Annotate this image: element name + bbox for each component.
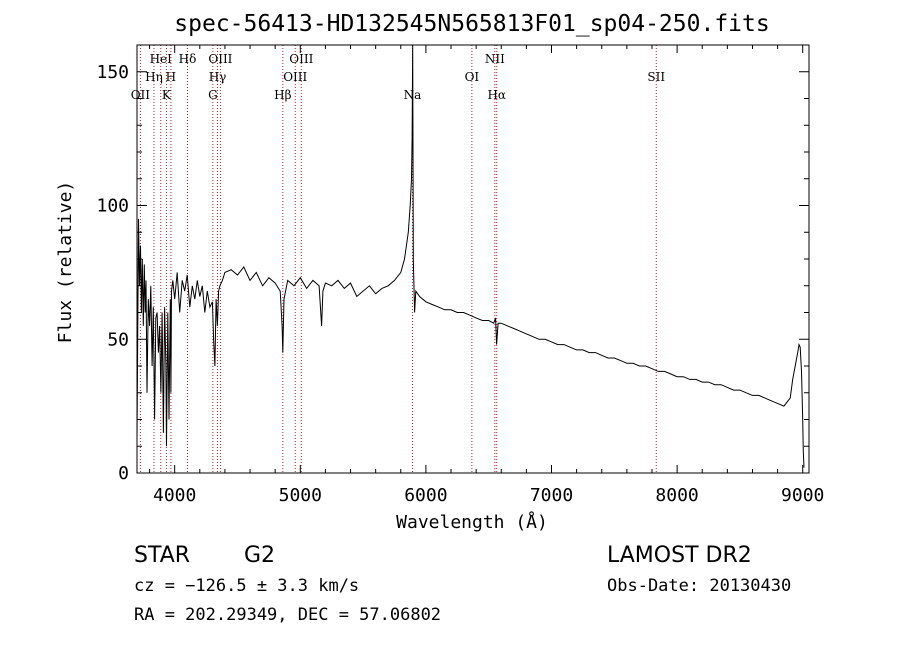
emission-line-label: Hδ (179, 52, 197, 66)
x-tick-label: 8000 (655, 485, 698, 506)
y-tick-label: 100 (96, 196, 129, 217)
emission-line-label: NII (485, 52, 505, 66)
y-axis-label: Flux (relative) (55, 181, 76, 344)
obs-date-text: Obs-Date: 20130430 (607, 576, 791, 596)
plot-frame (136, 44, 810, 474)
emission-line-label: OI (465, 70, 480, 84)
emission-line-label: K (162, 88, 172, 102)
x-tick-label: 6000 (404, 485, 447, 506)
survey-name: LAMOST DR2 (607, 543, 752, 568)
emission-line-label: HeI (150, 52, 173, 66)
chart-title: spec-56413-HD132545N565813F01_sp04-250.f… (174, 11, 769, 37)
emission-line-label: OIII (289, 52, 313, 66)
x-tick-label: 7000 (530, 485, 573, 506)
emission-line-label: H (166, 70, 176, 84)
emission-line-label: Hγ (209, 70, 227, 84)
x-axis-ticks: 4000 5000 6000 7000 8000 9000 (149, 45, 824, 506)
emission-line-label: SII (647, 70, 665, 84)
x-tick-label: 5000 (279, 485, 322, 506)
emission-line-label: Hα (487, 88, 506, 102)
coordinates-text: RA = 202.29349, DEC = 57.06802 (134, 605, 441, 625)
emission-line-label: Hβ (274, 88, 291, 102)
y-axis-ticks: 0 50 100 150 (96, 62, 809, 484)
object-class: STAR (134, 543, 190, 568)
emission-line-label: G (208, 88, 218, 102)
emission-line-label: OIII (208, 52, 232, 66)
emission-line-label: OII (131, 88, 151, 102)
y-tick-label: 50 (107, 329, 129, 350)
x-tick-label: 4000 (153, 485, 196, 506)
spectrum-series-line (136, 44, 805, 468)
emission-line-markers (139, 45, 657, 473)
x-axis-label: Wavelength (Å) (396, 511, 548, 533)
object-subclass: G2 (244, 543, 275, 568)
x-tick-label: 9000 (781, 485, 824, 506)
emission-line-label: Hη (145, 70, 163, 84)
y-tick-label: 0 (118, 463, 129, 484)
redshift-text: cz = −126.5 ± 3.3 km/s (134, 576, 359, 596)
emission-line-label: OIII (283, 70, 307, 84)
y-tick-label: 150 (96, 62, 129, 83)
emission-line-labels: OIIHηHeIKHHδGHγOIIIHβOIIIOIIINaOINIIHαSI… (131, 52, 666, 102)
